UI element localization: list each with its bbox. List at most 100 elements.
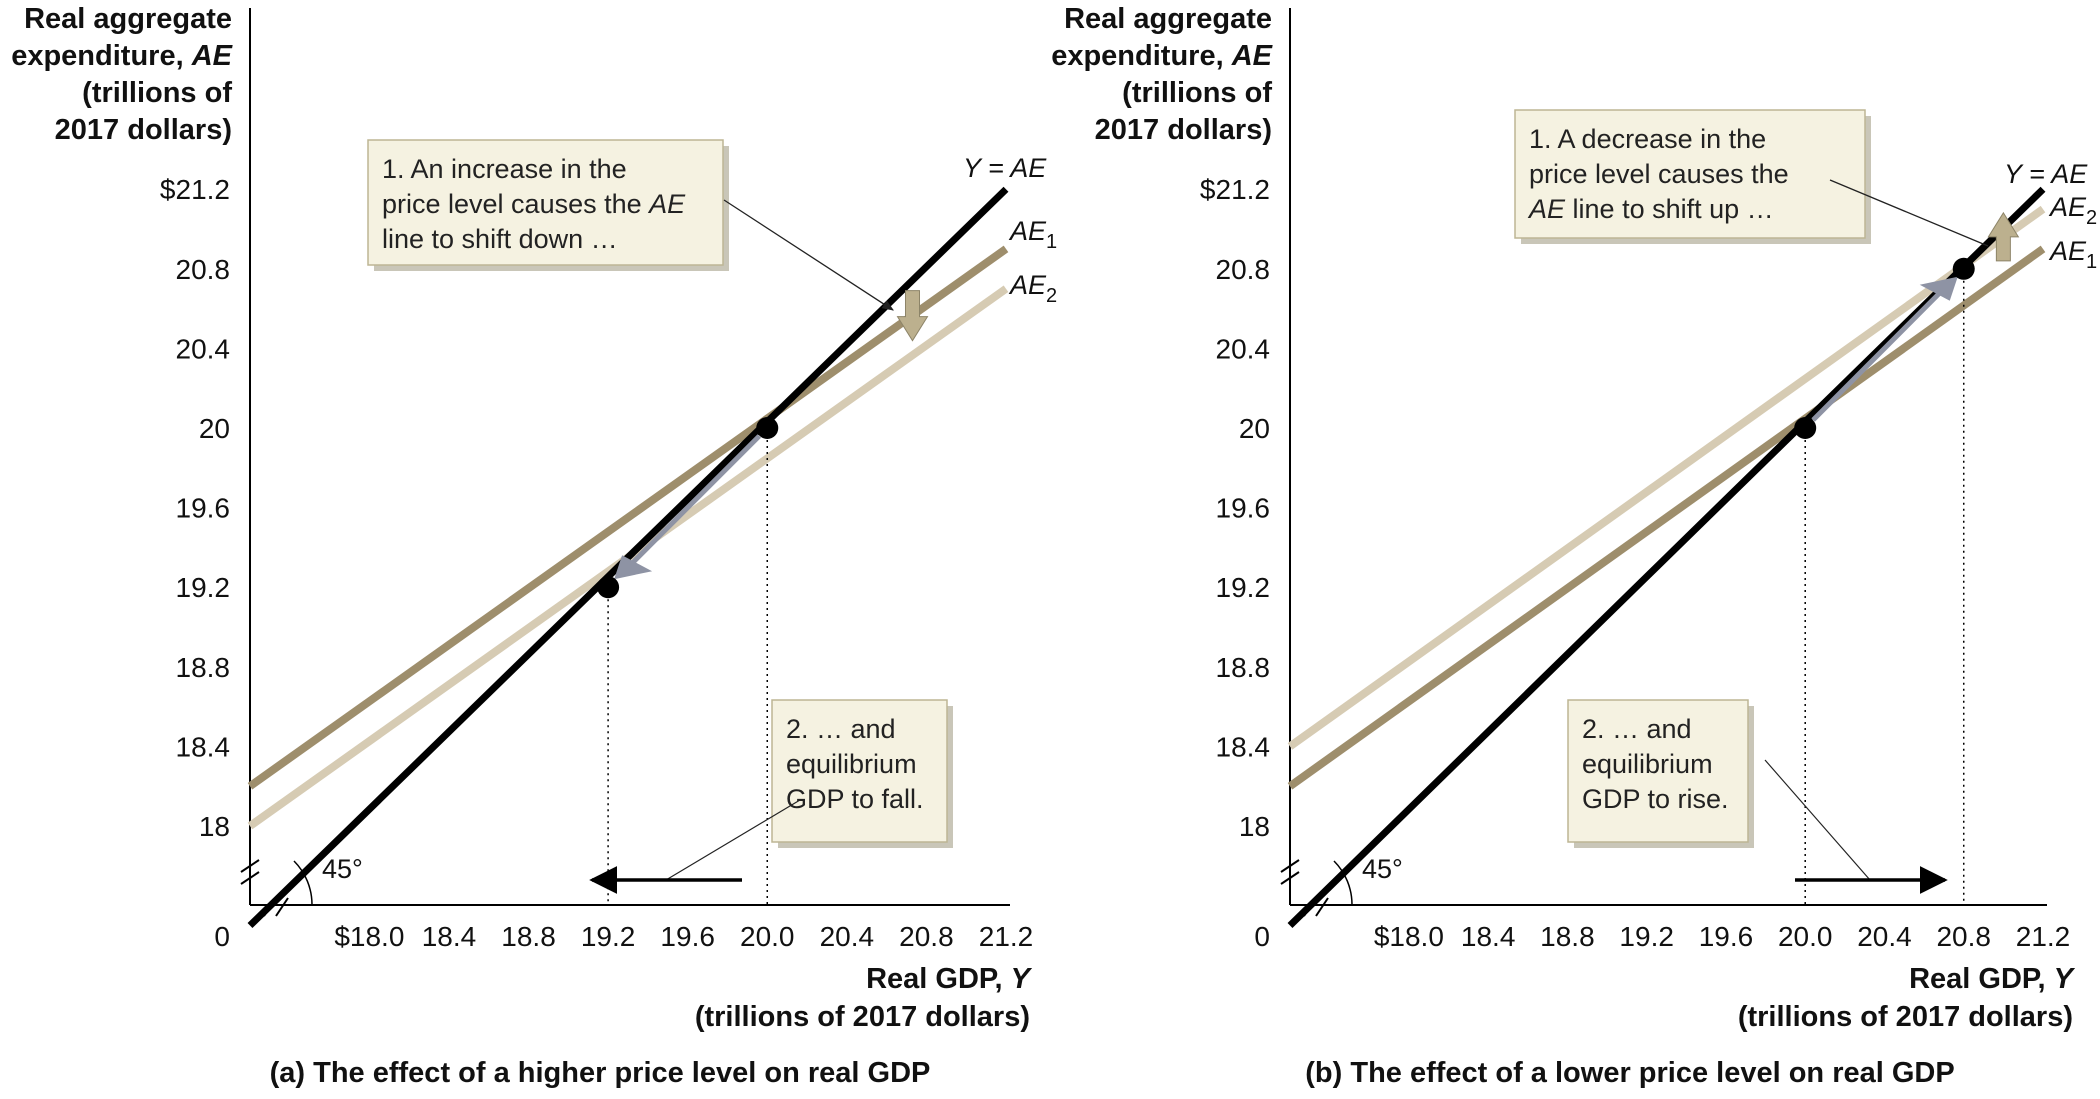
- series-label-y-ae: Y = AE: [2004, 159, 2088, 189]
- series-label-ae1: AE1: [1008, 216, 1057, 253]
- x-tick-label: 18.4: [1461, 921, 1516, 952]
- note-a1-box: [367, 139, 724, 266]
- y-tick-label: 18: [199, 811, 230, 842]
- movement-arrow: [1811, 280, 1952, 422]
- series-label-ae2: AE2: [1008, 270, 1057, 307]
- x-tick-label: 19.6: [660, 921, 715, 952]
- angle-arc: [1333, 860, 1353, 906]
- series-line-yae: [247, 186, 1009, 929]
- equilibrium-point: [1794, 417, 1817, 439]
- x-tick-label: 21.2: [979, 921, 1034, 952]
- note-b2-pointer: [1764, 759, 1871, 881]
- series-line-ae2: [1287, 205, 2046, 750]
- x-tick-label: 20.0: [740, 921, 795, 952]
- series-label-y-ae: Y = AE: [963, 153, 1047, 183]
- equilibrium-point: [1952, 257, 1975, 280]
- series-label-ae1: AE1: [2048, 236, 2097, 273]
- x-tick-label: 20.4: [820, 921, 875, 952]
- y-tick-label: 18.8: [1216, 652, 1271, 683]
- origin-label: 0: [214, 921, 230, 952]
- angle-label: 45°: [322, 854, 363, 884]
- y-tick-label: 20: [199, 413, 230, 444]
- y-tick-label: $21.2: [1200, 174, 1270, 205]
- y-tick-label: 20.8: [176, 254, 231, 285]
- note-a2-box: [771, 699, 948, 843]
- x-tick-label: 18.4: [422, 921, 477, 952]
- y-axis-title: 2017 dollars): [55, 114, 232, 146]
- y-tick-label: 20.8: [1216, 254, 1271, 285]
- angle-label: 45°: [1362, 854, 1403, 884]
- x-tick-label: 19.2: [581, 921, 636, 952]
- x-axis-title: (trillions of 2017 dollars): [695, 1001, 1030, 1033]
- note-a2-text: GDP to fall.: [786, 784, 924, 814]
- movement-arrowhead: [1919, 276, 1958, 301]
- x-tick-label: 20.8: [1936, 921, 1991, 952]
- y-axis-break: [240, 859, 260, 885]
- note-b2-box: [1567, 699, 1749, 843]
- series-label-ae2: AE2: [2048, 192, 2097, 229]
- y-axis-break: [1280, 859, 1300, 885]
- series-line-ae1: [247, 245, 1009, 790]
- x-tick-label: 20.0: [1778, 921, 1833, 952]
- y-tick-label: 18.4: [1216, 731, 1271, 762]
- x-tick-label: $18.0: [1374, 921, 1444, 952]
- panel-b: Real aggregate expenditure, AE (trillions …: [1051, 3, 2097, 1089]
- note-b1-box: [1514, 109, 1866, 239]
- note-a2-text: equilibrium: [786, 749, 917, 779]
- x-tick-label: 20.4: [1857, 921, 1912, 952]
- x-tick-label: $18.0: [334, 921, 404, 952]
- x-tick-label: 19.2: [1619, 921, 1674, 952]
- panel-a: Real aggregate expenditure, AE (trillions …: [11, 3, 1057, 1089]
- x-axis-title: (trillions of 2017 dollars): [1738, 1001, 2073, 1033]
- x-axis-title: Real GDP, Y: [866, 963, 1033, 995]
- note-b2-text: 2. … and: [1582, 714, 1692, 744]
- y-axis-title: expenditure, AE: [1051, 40, 1273, 72]
- x-tick-label: 20.8: [899, 921, 954, 952]
- equilibrium-point: [756, 417, 779, 439]
- equilibrium-point: [597, 576, 620, 599]
- y-tick-label: 20: [1239, 413, 1270, 444]
- y-tick-label: 19.2: [1216, 572, 1271, 603]
- note-b1-text: AE line to shift up …: [1527, 194, 1774, 224]
- x-tick-label: 19.6: [1699, 921, 1754, 952]
- y-tick-label: $21.2: [160, 174, 230, 205]
- y-tick-label: 19.2: [176, 572, 231, 603]
- y-tick-label: 18.8: [176, 652, 231, 683]
- movement-arrowhead: [614, 555, 653, 580]
- y-axis-title: (trillions of: [82, 77, 232, 109]
- y-axis-title: 2017 dollars): [1095, 114, 1272, 146]
- note-a1-text: 1. An increase in the: [382, 154, 627, 184]
- y-axis-title: Real aggregate: [24, 3, 232, 35]
- y-tick-label: 18: [1239, 811, 1270, 842]
- angle-arc: [293, 860, 313, 906]
- note-b1-text: price level causes the: [1529, 159, 1789, 189]
- y-tick-label: 19.6: [1216, 493, 1271, 524]
- shift-up-arrow: [1987, 211, 2020, 262]
- series-line-ae1: [1287, 245, 2046, 790]
- panel-caption: (a) The effect of a higher price level o…: [270, 1057, 931, 1089]
- shift-down-arrow: [896, 290, 929, 342]
- movement-arrow: [620, 434, 762, 576]
- y-tick-label: 18.4: [176, 731, 231, 762]
- y-axis-title: (trillions of: [1122, 77, 1272, 109]
- note-a1-pointer: [723, 199, 894, 311]
- y-tick-label: 20.4: [176, 333, 231, 364]
- x-tick-label: 18.8: [1540, 921, 1595, 952]
- panel-caption: (b) The effect of a lower price level on…: [1305, 1057, 1954, 1089]
- y-axis-title: expenditure, AE: [11, 40, 233, 72]
- y-tick-label: 19.6: [176, 493, 231, 524]
- note-b1-text: 1. A decrease in the: [1529, 124, 1766, 154]
- note-b2-text: equilibrium: [1582, 749, 1713, 779]
- x-tick-label: 21.2: [2016, 921, 2071, 952]
- origin-label: 0: [1254, 921, 1270, 952]
- note-a2-text: 2. … and: [786, 714, 896, 744]
- x-tick-label: 18.8: [501, 921, 556, 952]
- y-tick-label: 20.4: [1216, 333, 1271, 364]
- y-axis-title: Real aggregate: [1064, 3, 1272, 35]
- note-a1-text: price level causes the AE: [382, 189, 686, 219]
- note-a2-pointer: [665, 799, 801, 881]
- note-b1-pointer: [1829, 179, 1989, 247]
- note-a1-text: line to shift down …: [382, 224, 618, 254]
- x-axis-title: Real GDP, Y: [1909, 963, 2076, 995]
